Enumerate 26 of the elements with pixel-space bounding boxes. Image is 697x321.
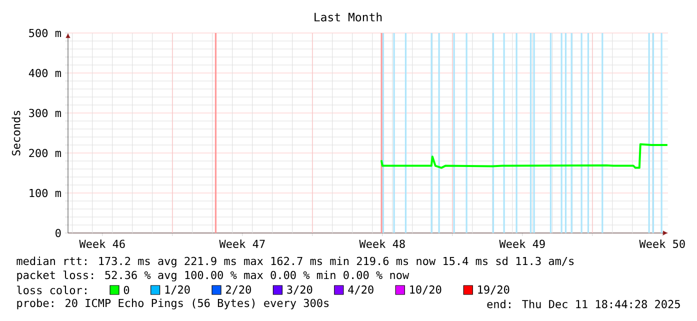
y-axis-title: Seconds — [12, 110, 20, 156]
x-tick-label: Week 48 — [359, 240, 405, 248]
y-tick-label: 0 — [56, 228, 61, 238]
legend-label: 1/20 — [165, 285, 190, 295]
text: median rtt: 173.2 ms avg 221.9 ms max 162.7 ms min 219.6 ms now 15.4 ms sd 11.3 am/s — [16, 256, 574, 268]
chart-title: Last Month — [314, 12, 382, 22]
text: probe: 20 ICMP Echo Pings (56 Bytes) every 300s — [17, 298, 329, 310]
text: packet loss: 52.36 % avg 100.00 % max 0.00 % min 0.00 % now — [17, 270, 410, 282]
x-tick-label: Week 46 — [79, 240, 125, 248]
legend-label: 19/20 — [478, 285, 510, 295]
legend-label: 0 — [124, 286, 130, 294]
y-tick-label: 500 m — [29, 28, 61, 38]
text: end: Thu Dec 11 18:44:28 2025 — [487, 300, 680, 308]
x-tick-label: Week 47 — [219, 240, 265, 248]
y-tick-label: 300 m — [29, 108, 61, 118]
y-tick-label: 100 m — [30, 188, 61, 198]
y-tick-label: 400 m — [28, 68, 61, 78]
legend-label: 3/20 — [287, 285, 312, 295]
x-tick-label: Week 49 — [499, 240, 545, 248]
y-tick-label: 200 m — [29, 148, 61, 158]
legend-label: 4/20 — [348, 285, 374, 295]
legend-title: loss color: — [17, 286, 86, 294]
x-tick-label: Week 50 — [639, 240, 685, 248]
line-series — [380, 143, 668, 169]
legend-label: 10/20 — [410, 285, 442, 295]
legend-label: 2/20 — [226, 285, 251, 295]
